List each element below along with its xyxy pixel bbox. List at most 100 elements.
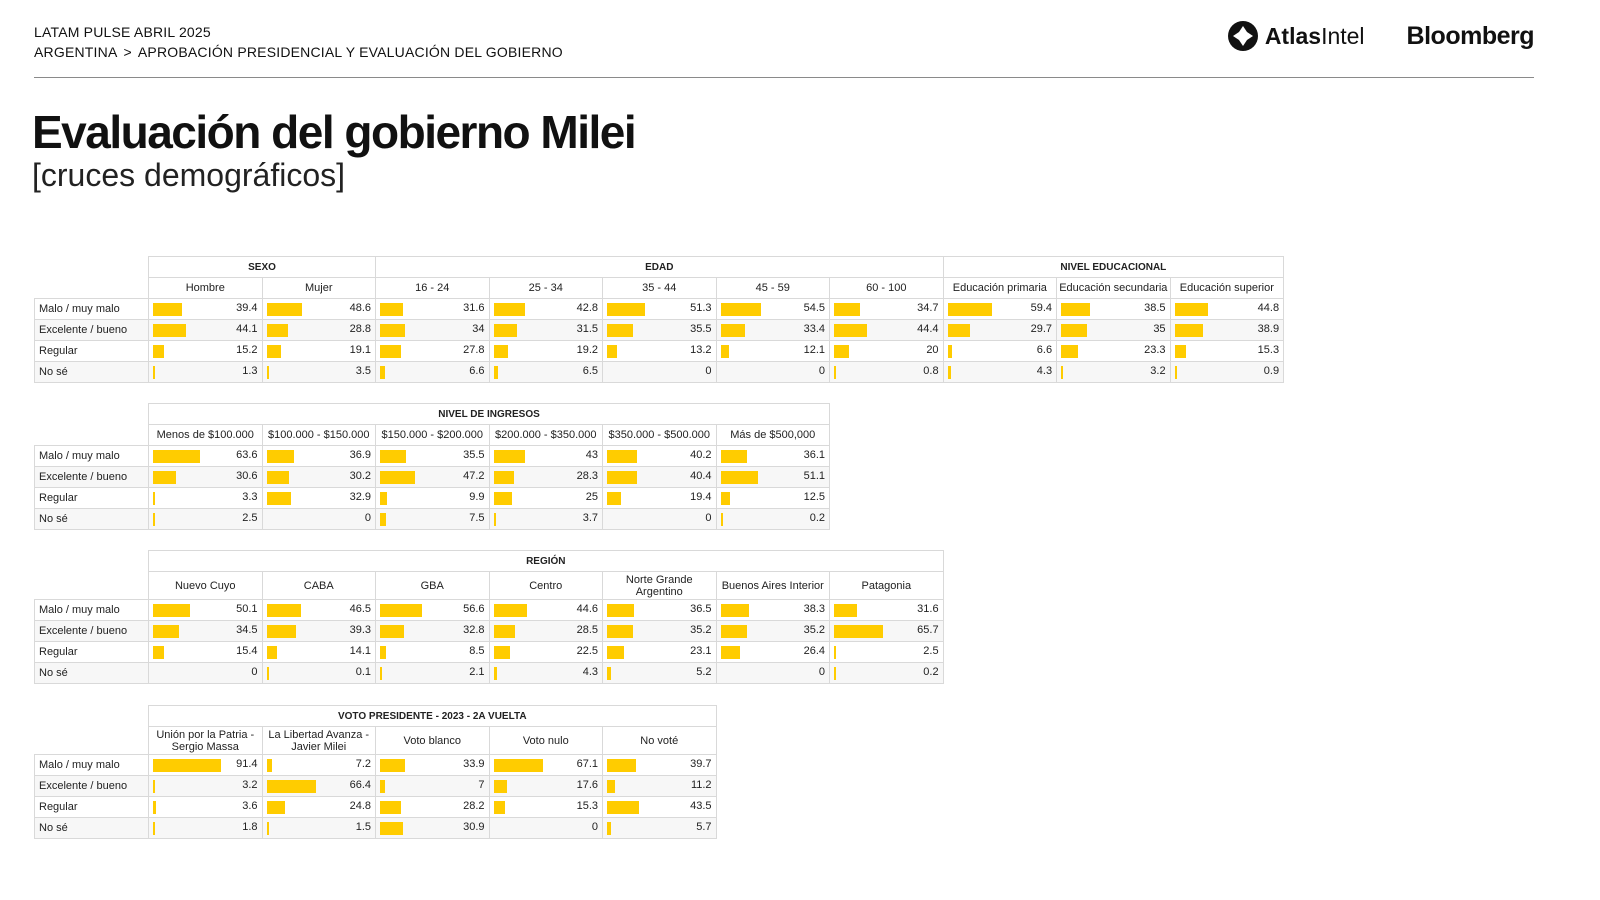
value-label: 0 [364,512,371,524]
value-bar [380,822,403,835]
data-cell: 1.8 [148,817,263,839]
value-label: 46.5 [349,603,371,615]
value-bar [380,513,386,526]
data-cell: 36.1 [715,445,831,467]
value-bar [380,450,407,463]
data-cell: 0 [715,662,830,684]
value-bar [266,801,285,814]
value-bar [153,604,191,617]
value-bar [153,303,183,316]
value-bar [153,801,156,814]
value-label: 28.8 [349,323,372,335]
value-label: 6.6 [1036,344,1053,356]
row-label: No sé [34,361,149,383]
value-bar [380,780,386,793]
data-cell: 27.8 [375,340,490,362]
data-cell: 11.2 [602,775,717,797]
value-bar [266,822,269,835]
data-cell: 17.6 [488,775,603,797]
value-bar [380,303,404,316]
data-cell: 3.2 [1056,361,1171,383]
data-cell: 0.2 [829,662,944,684]
row-label: Excelente / bueno [34,775,149,797]
table-row: Malo / muy malo 50.1 46.5 56.6 44.6 36.5 38.3 3… [34,599,944,621]
breadcrumb: ARGENTINA > APROBACIÓN PRESIDENCIAL Y EV… [34,42,563,62]
value-bar [266,366,270,379]
column-header: Educación superior [1169,277,1285,299]
corner-blank [35,572,149,600]
value-bar [153,324,186,337]
breadcrumb-section: APROBACIÓN PRESIDENCIAL Y EVALUACIÓN DEL… [137,44,563,60]
crosstab-table: REGIÓN Nuevo Cuyo CABA GBA Centro Norte Grand… [34,550,944,684]
value-label: 66.4 [349,779,371,791]
data-cell: 7.2 [261,754,376,776]
group-header: NIVEL EDUCACIONAL [942,256,1285,278]
column-header: La Libertad Avanza - Javier Milei [261,726,376,755]
value-label: 3.7 [582,512,598,524]
value-label: 19.2 [576,344,599,356]
column-header: No voté [602,726,717,755]
table-row: No sé 1.3 3.5 6.6 6.5 0 0 0.8 4.3 3.2 0.9 [34,361,1285,383]
value-label: 35 [1153,323,1166,335]
value-bar [493,801,505,814]
value-label: 0 [251,666,258,678]
value-label: 31.6 [917,603,939,615]
value-label: 44.1 [236,323,258,335]
data-cell: 36.9 [261,445,376,467]
value-bar [153,345,165,358]
data-cell: 13.2 [602,340,717,362]
atlasintel-wordmark: AtlasIntel [1264,22,1365,49]
value-label: 28.2 [463,800,485,812]
value-bar [834,604,858,617]
value-label: 36.1 [803,449,826,461]
value-bar [266,646,277,659]
header-divider [34,77,1534,78]
column-header: Menos de $100.000 [148,424,263,446]
breadcrumb-country: ARGENTINA [34,44,118,60]
data-cell: 91.4 [148,754,263,776]
data-cell: 0.1 [261,662,376,684]
value-bar [266,345,281,358]
value-bar [493,303,526,316]
value-bar [380,646,387,659]
data-cell: 0 [602,508,717,530]
value-label: 35.2 [690,624,712,636]
column-header: Educación secundaria [1056,277,1171,299]
data-cell: 28.3 [488,466,603,488]
data-cell: 40.4 [602,466,717,488]
row-label: Malo / muy malo [34,445,149,467]
data-cell: 0 [715,361,831,383]
column-header: Unión por la Patria - Sergio Massa [148,726,263,755]
value-bar [720,303,761,316]
table-row: Excelente / bueno 44.1 28.8 34 31.5 35.5 33.4 4… [34,319,1285,341]
value-label: 30.6 [236,470,258,482]
crosstab-table: VOTO PRESIDENTE - 2023 - 2A VUELTA Unión … [34,705,717,839]
value-label: 34.7 [917,302,939,314]
crosstab-table: SEXO EDAD NIVEL EDUCACIONAL Hombre Mujer 16 -… [34,256,1285,383]
column-header: 25 - 34 [488,277,604,299]
data-cell: 3.6 [148,796,263,818]
column-header: Buenos Aires Interior [715,571,830,600]
value-bar [266,667,269,680]
data-cell: 3.2 [148,775,263,797]
column-header: $150.000 - $200.000 [375,424,490,446]
column-header-row: Menos de $100.000 $100.000 - $150.000 $150… [35,424,831,446]
value-label: 40.4 [690,470,712,482]
data-cell: 9.9 [375,487,490,509]
group-header: NIVEL DE INGRESOS [147,403,831,425]
data-cell: 38.9 [1169,319,1285,341]
data-cell: 33.9 [375,754,490,776]
value-label: 36.5 [690,603,712,615]
data-cell: 28.2 [375,796,490,818]
value-bar [380,471,415,484]
value-label: 7 [478,779,485,791]
value-label: 39.4 [236,302,258,314]
data-cell: 1.5 [261,817,376,839]
data-cell: 4.3 [488,662,603,684]
group-header: REGIÓN [148,550,944,572]
data-cell: 43.5 [602,796,717,818]
value-label: 26.4 [803,645,825,657]
header: LATAM PULSE ABRIL 2025 ARGENTINA > APROB… [34,22,563,62]
value-bar [607,646,625,659]
row-label: Regular [34,641,149,663]
